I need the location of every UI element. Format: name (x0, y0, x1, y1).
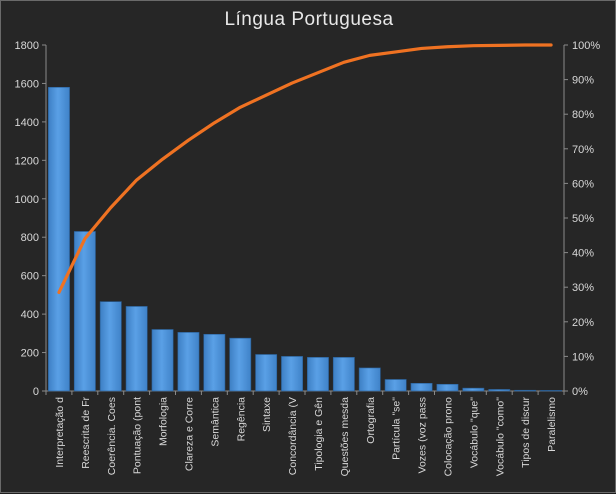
x-tick-label: Colocação prono (442, 397, 454, 477)
bar (384, 379, 407, 392)
x-tick-label: Reescrita de Fr (80, 397, 92, 469)
x-tick-label: Coerência. Coes (106, 397, 118, 475)
x-tick-label: Clareza e Corre (183, 397, 195, 471)
y2-tick-label: 30% (572, 282, 594, 294)
bar (125, 306, 148, 392)
y2-tick-label: 80% (572, 109, 594, 121)
y-tick-label: 1400 (15, 117, 39, 129)
bar (151, 329, 174, 392)
y2-tick-label: 100% (572, 40, 600, 52)
y2-tick-label: 50% (572, 213, 594, 225)
bar (514, 389, 537, 392)
x-tick-label: Partícula "se" (391, 397, 403, 460)
bar (410, 383, 433, 392)
y-tick-label: 1200 (15, 155, 39, 167)
y-tick-label: 1000 (15, 194, 39, 206)
bar (73, 231, 96, 392)
y-tick-label: 200 (21, 348, 39, 360)
x-tick-label: Paralelismo (546, 397, 558, 452)
x-tick-label: Sintaxe (261, 397, 273, 432)
bar (488, 389, 511, 392)
bar (229, 337, 252, 392)
y2-tick-label: 0% (572, 386, 588, 398)
bar (436, 383, 459, 392)
y-tick-label: 800 (21, 232, 39, 244)
y2-tick-label: 20% (572, 317, 594, 329)
bar (281, 356, 303, 392)
bar (48, 86, 70, 392)
bar (203, 333, 226, 392)
bar (99, 301, 122, 392)
x-tick-label: Tipos de discur (520, 397, 532, 468)
y-tick-label: 600 (21, 271, 39, 283)
x-tick-label: Vozes (voz pass (417, 397, 429, 473)
bar (307, 357, 329, 392)
y-tick-label: 1600 (15, 78, 39, 90)
y2-tick-label: 70% (572, 144, 594, 156)
x-tick-label: Interpretação d (54, 397, 66, 468)
x-tick-label: Vocábulo "como" (494, 397, 506, 477)
x-tick-label: Pontuação (pont (132, 397, 144, 474)
bar (462, 387, 485, 392)
x-tick-label: Questões mesda (339, 397, 351, 477)
x-tick-label: Semântica (209, 397, 221, 447)
chart-title: Língua Portuguesa (224, 9, 394, 30)
cumulative-line (57, 43, 553, 294)
bar (540, 390, 562, 392)
y-tick-label: 400 (21, 309, 39, 321)
y-tick-label: 1800 (15, 40, 39, 52)
x-tick-label: Concordância (V (287, 397, 299, 475)
bar (358, 367, 381, 392)
y2-tick-label: 90% (572, 75, 594, 87)
y2-tick-label: 40% (572, 248, 594, 260)
bar (255, 354, 278, 392)
x-tick-label: Tipologia e Gên (313, 397, 325, 471)
y-tick-label: 0 (33, 386, 39, 398)
bar (332, 357, 355, 392)
x-tick-label: Vocábulo "que" (468, 397, 480, 468)
x-tick-label: Ortografia (365, 397, 377, 444)
x-tick-label: Regência (235, 397, 247, 442)
y2-tick-label: 60% (572, 178, 594, 190)
bar (177, 332, 200, 392)
y2-tick-label: 10% (572, 351, 594, 363)
x-tick-label: Morfologia (158, 397, 170, 446)
